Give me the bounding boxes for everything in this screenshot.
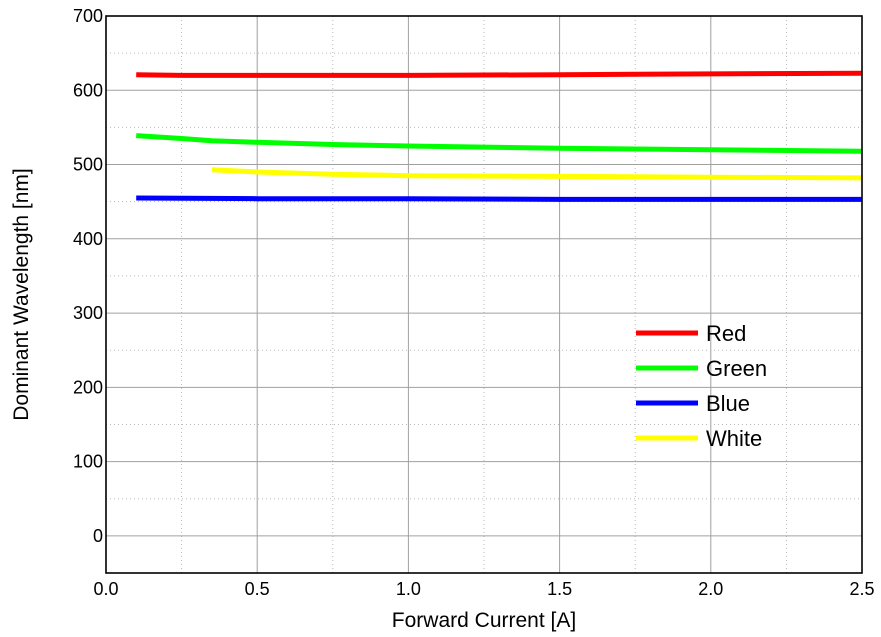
y-tick-label: 600 bbox=[73, 80, 103, 100]
tick-labels: 0.0 0.5 1.0 1.5 2.0 2.5 0 100 200 300 400 500 600 700 bbox=[73, 6, 875, 599]
legend-label-green: Green bbox=[706, 356, 767, 381]
x-tick-label: 1.5 bbox=[547, 579, 572, 599]
y-tick-label: 500 bbox=[73, 155, 103, 175]
grid bbox=[106, 16, 862, 573]
legend-label-red: Red bbox=[706, 321, 746, 346]
y-tick-label: 100 bbox=[73, 452, 103, 472]
x-tick-label: 1.0 bbox=[396, 579, 421, 599]
series-line-white bbox=[211, 167, 863, 181]
x-tick-label: 2.5 bbox=[849, 579, 874, 599]
y-tick-label: 200 bbox=[73, 377, 103, 397]
series-line-green bbox=[136, 133, 863, 154]
y-tick-label: 400 bbox=[73, 229, 103, 249]
legend-label-blue: Blue bbox=[706, 391, 750, 416]
series-line-blue bbox=[136, 195, 862, 202]
series-line-red bbox=[136, 70, 863, 78]
y-axis-label: Dominant Wavelength [nm] bbox=[10, 168, 33, 421]
y-tick-label: 300 bbox=[73, 303, 103, 323]
x-tick-label: 2.0 bbox=[698, 579, 723, 599]
plot-frame bbox=[105, 15, 863, 574]
y-tick-label: 700 bbox=[73, 6, 103, 26]
series-lines bbox=[136, 70, 863, 202]
legend: Red Green Blue White bbox=[636, 321, 767, 451]
y-tick-label: 0 bbox=[93, 526, 103, 546]
x-tick-label: 0.5 bbox=[245, 579, 270, 599]
x-axis-label: Forward Current [A] bbox=[392, 609, 576, 632]
x-tick-label: 0.0 bbox=[93, 579, 118, 599]
legend-label-white: White bbox=[706, 426, 762, 451]
